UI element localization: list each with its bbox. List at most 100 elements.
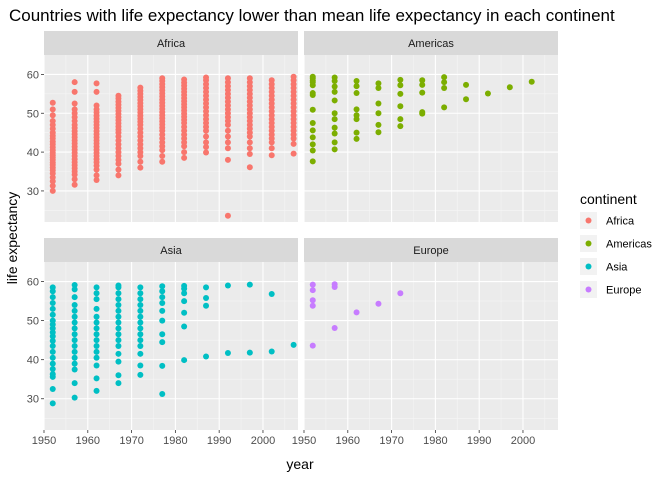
data-point: [353, 106, 360, 113]
data-point: [115, 282, 122, 289]
data-point: [181, 154, 188, 161]
data-point: [224, 156, 231, 163]
y-tick-label: 40: [27, 355, 39, 367]
facet-strip: [304, 31, 558, 55]
legend-item-europe: Europe: [580, 281, 641, 298]
data-point: [353, 129, 360, 136]
data-point: [159, 362, 166, 369]
data-point: [309, 134, 316, 141]
x-tick-label: 1990: [207, 435, 231, 447]
data-point: [181, 309, 188, 316]
data-point: [290, 140, 297, 147]
data-point: [137, 337, 144, 344]
data-point: [309, 302, 316, 309]
y-tick-label: 30: [27, 186, 39, 198]
data-point: [93, 284, 100, 291]
legend-label: Africa: [606, 216, 635, 228]
data-point: [93, 354, 100, 361]
data-point: [353, 90, 360, 97]
data-point: [115, 92, 122, 99]
data-point: [49, 112, 56, 119]
data-point: [246, 151, 253, 158]
data-point: [115, 313, 122, 320]
facet-panels: Africa 30 40 50 60 Americas Asia 30 40 50 60 1950 19…: [27, 31, 558, 447]
data-point: [309, 141, 316, 148]
data-point: [137, 307, 144, 314]
data-point: [224, 127, 231, 134]
data-point: [181, 76, 188, 83]
data-point: [159, 158, 166, 165]
x-tick-label: 1960: [76, 435, 100, 447]
data-point: [71, 348, 78, 355]
data-point: [375, 100, 382, 107]
panel-background: [304, 55, 558, 222]
data-point: [419, 81, 426, 88]
data-point: [419, 109, 426, 116]
data-point: [71, 106, 78, 113]
data-point: [224, 75, 231, 82]
data-point: [331, 116, 338, 123]
data-point: [159, 300, 166, 307]
data-point: [137, 350, 144, 357]
panel-background: [44, 262, 298, 430]
data-point: [137, 84, 144, 91]
data-point: [71, 325, 78, 332]
data-point: [331, 74, 338, 81]
x-tick-label: 2000: [251, 435, 275, 447]
data-point: [419, 89, 426, 96]
data-point: [331, 146, 338, 153]
data-point: [49, 366, 56, 373]
data-point: [309, 119, 316, 126]
data-point: [375, 129, 382, 136]
data-point: [49, 354, 56, 361]
facet-strip-label: Americas: [408, 38, 454, 50]
data-point: [309, 127, 316, 134]
data-point: [115, 301, 122, 308]
data-point: [93, 387, 100, 394]
data-point: [397, 90, 404, 97]
data-point: [137, 343, 144, 349]
data-point: [419, 77, 426, 84]
data-point: [353, 309, 360, 316]
data-point: [224, 350, 231, 357]
x-tick-label: 1980: [163, 435, 187, 447]
data-point: [397, 123, 404, 130]
data-point: [71, 100, 78, 107]
facet-strip-label: Asia: [160, 245, 182, 257]
chart-title: Countries with life expectancy lower tha…: [9, 6, 615, 25]
data-point: [93, 296, 100, 303]
y-tick-label: 60: [27, 277, 39, 289]
data-point: [137, 371, 144, 378]
x-tick-label: 1960: [336, 435, 360, 447]
data-point: [309, 147, 316, 154]
legend: continent Africa Americas Asia Europe: [580, 191, 652, 298]
data-point: [181, 357, 188, 364]
data-point: [93, 305, 100, 312]
data-point: [397, 76, 404, 83]
data-point: [224, 139, 231, 146]
data-point: [203, 144, 210, 151]
data-point: [137, 164, 144, 171]
data-point: [137, 319, 144, 326]
panel-background: [44, 55, 298, 222]
data-point: [375, 85, 382, 92]
data-point: [181, 282, 188, 289]
data-point: [115, 358, 122, 365]
legend-label: Asia: [606, 262, 628, 274]
data-point: [115, 290, 122, 297]
data-point: [159, 152, 166, 159]
data-point: [441, 85, 448, 92]
data-point: [71, 354, 78, 361]
data-point: [93, 88, 100, 95]
data-point: [71, 286, 78, 293]
legend-swatch: [585, 217, 592, 224]
facet-panel-americas: Americas: [303, 31, 558, 222]
data-point: [224, 133, 231, 140]
data-point: [115, 296, 122, 303]
data-point: [137, 325, 144, 332]
data-point: [71, 79, 78, 86]
legend-swatch: [585, 263, 592, 270]
data-point: [290, 73, 297, 80]
data-point: [246, 164, 253, 171]
